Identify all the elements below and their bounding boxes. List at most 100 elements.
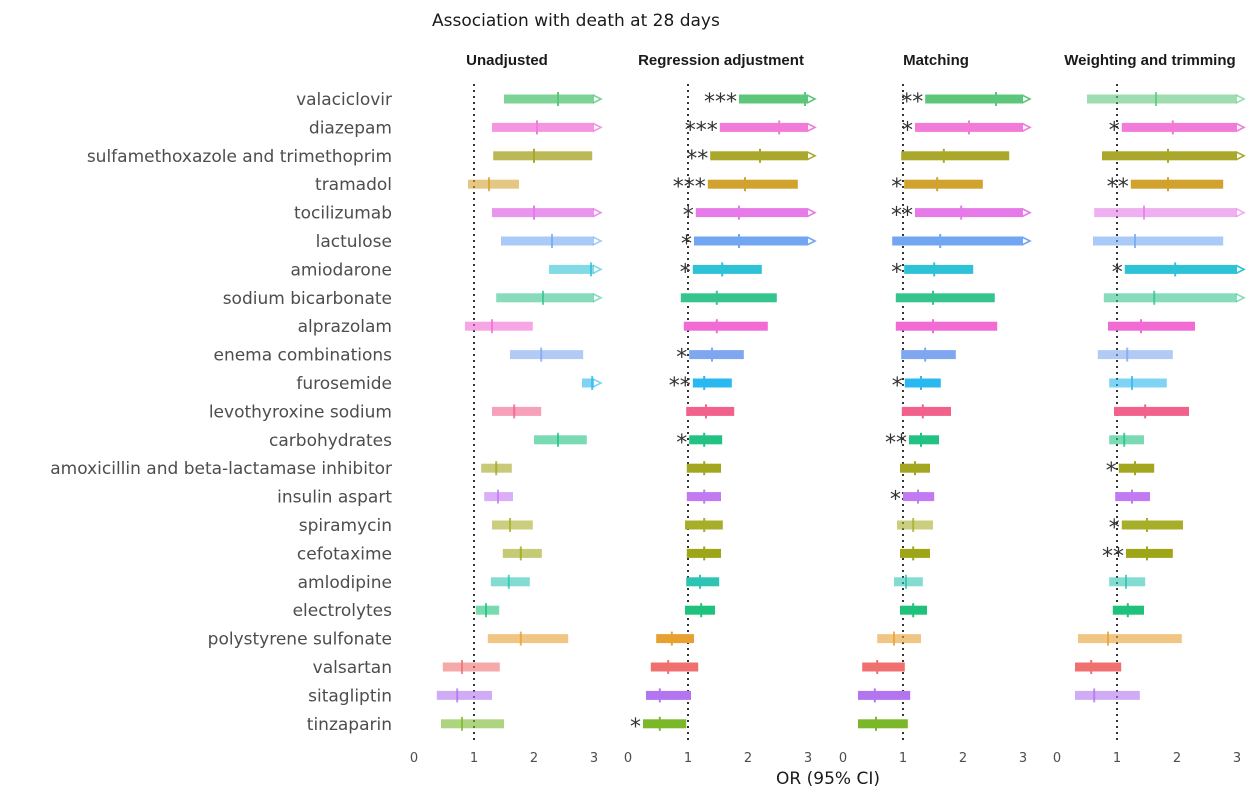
row-label: alprazolam — [298, 317, 392, 337]
ci-bar — [689, 350, 744, 360]
ci-arrow — [1235, 207, 1246, 218]
ci-arrow — [1021, 122, 1032, 133]
significance-stars: ** — [686, 147, 708, 172]
ci-bar — [510, 350, 584, 360]
ci-bar — [1097, 350, 1173, 360]
ci-bar — [858, 719, 908, 729]
x-tick-label: 1 — [470, 751, 478, 766]
significance-stars: ** — [891, 204, 913, 229]
ci-bar — [680, 293, 777, 303]
x-tick-label: 0 — [624, 751, 632, 766]
ci-bar — [892, 236, 1023, 246]
ci-bar — [549, 264, 594, 274]
ci-arrow — [1235, 264, 1246, 275]
x-tick-label: 1 — [684, 751, 692, 766]
ci-bar — [1094, 208, 1237, 218]
row-label: sodium bicarbonate — [223, 289, 392, 309]
ci-arrow — [592, 293, 603, 303]
row-label: cefotaxime — [297, 544, 392, 564]
ci-arrow — [1021, 207, 1032, 218]
ci-bar — [900, 548, 930, 558]
panel-title: Matching — [903, 52, 969, 69]
significance-stars: * — [630, 715, 641, 740]
x-tick-label: 0 — [839, 751, 847, 766]
ci-bar — [1075, 690, 1140, 700]
ci-arrow — [1235, 122, 1246, 133]
ci-bar — [692, 378, 732, 388]
x-tick-label: 2 — [959, 751, 967, 766]
ci-arrow — [806, 122, 817, 133]
row-label: sitagliptin — [308, 686, 392, 706]
row-label: furosemide — [296, 374, 392, 394]
ci-bar — [894, 577, 923, 587]
significance-stars: * — [1109, 118, 1120, 143]
significance-stars: *** — [685, 118, 718, 143]
ci-bar — [1126, 548, 1173, 558]
x-tick-label: 3 — [1019, 751, 1027, 766]
significance-stars: ** — [669, 374, 691, 399]
ci-bar — [901, 350, 956, 360]
panel-title: Regression adjustment — [638, 52, 804, 69]
ci-bar — [1121, 122, 1237, 132]
ci-bar — [441, 719, 504, 729]
ci-bar — [904, 378, 941, 388]
significance-stars: * — [683, 204, 694, 229]
significance-stars: * — [681, 232, 692, 257]
significance-stars: ** — [901, 90, 923, 115]
x-tick-label: 2 — [744, 751, 752, 766]
ci-bar — [465, 321, 533, 331]
significance-stars: * — [890, 488, 901, 513]
ci-bar — [643, 719, 687, 729]
ci-bar — [1087, 94, 1237, 104]
ci-bar — [685, 605, 715, 615]
ci-bar — [858, 690, 911, 700]
ci-arrow — [1021, 94, 1032, 104]
significance-stars: ** — [1102, 544, 1124, 569]
significance-stars: * — [1109, 516, 1120, 541]
ci-arrow — [806, 207, 817, 218]
ci-bar — [895, 321, 998, 331]
ci-bar — [695, 208, 808, 218]
ci-bar — [1124, 264, 1237, 274]
panel-title: Weighting and trimming — [1064, 52, 1235, 69]
ci-bar — [686, 406, 735, 416]
ci-bar — [925, 94, 1023, 104]
row-label: tramadol — [315, 175, 392, 195]
ci-arrow — [592, 264, 603, 275]
ci-bar — [504, 94, 594, 104]
row-label: tinzaparin — [307, 715, 392, 735]
ci-bar — [487, 634, 569, 644]
ci-bar — [1118, 463, 1155, 473]
ci-bar — [694, 236, 808, 246]
ci-bar — [492, 208, 594, 218]
ci-arrow — [592, 207, 603, 218]
significance-stars: * — [902, 118, 913, 143]
ci-arrow — [592, 122, 603, 133]
ci-bar — [1093, 236, 1224, 246]
ci-bar — [909, 435, 939, 445]
ci-bar — [901, 151, 1010, 161]
ci-bar — [1121, 520, 1183, 530]
ci-bar — [1130, 179, 1224, 189]
ci-bar — [534, 435, 587, 445]
ci-bar — [492, 520, 533, 530]
row-label: electrolytes — [293, 601, 393, 621]
significance-stars: *** — [704, 90, 737, 115]
ci-bar — [646, 690, 691, 700]
ci-bar — [692, 264, 762, 274]
ci-bar — [1075, 662, 1122, 672]
row-label: polystyrene sulfonate — [208, 630, 392, 650]
ci-bar — [468, 179, 519, 189]
ci-bar — [897, 520, 933, 530]
ci-bar — [915, 208, 1023, 218]
ci-bar — [1078, 634, 1182, 644]
ci-bar — [650, 662, 699, 672]
ci-bar — [901, 406, 951, 416]
ci-bar — [1109, 378, 1167, 388]
row-label: amoxicillin and beta-lactamase inhibitor — [50, 459, 392, 479]
significance-stars: * — [1106, 459, 1117, 484]
significance-stars: * — [1112, 260, 1123, 285]
